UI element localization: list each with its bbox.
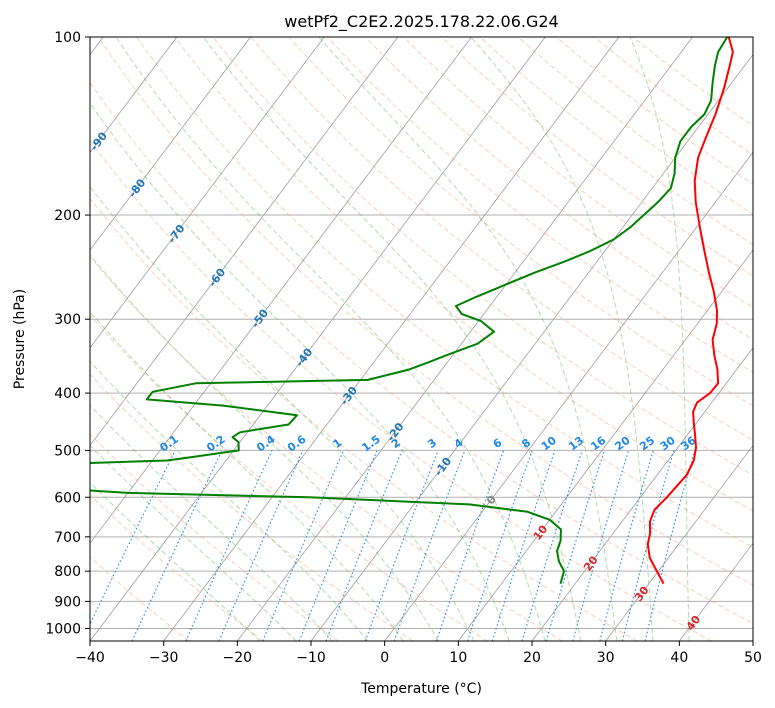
x-tick-label: −20: [223, 650, 253, 666]
mixing-ratio-line: [185, 450, 273, 641]
isotherm-label: -100: [50, 75, 77, 105]
moist-adiabat-line: [202, 37, 582, 641]
mixing-ratio-line: [491, 450, 556, 641]
dry-adiabat-line: [136, 37, 753, 549]
moist-adiabat-line: [90, 360, 369, 641]
mixing-ratio-line: [218, 450, 304, 641]
isotherm-line: [163, 37, 620, 641]
y-tick-label: 300: [54, 312, 81, 328]
x-tick-label: 50: [744, 650, 762, 666]
mixing-ratio-line: [466, 450, 533, 641]
x-tick-label: 30: [597, 650, 615, 666]
dry-adiabat-line: [90, 139, 712, 641]
moist-adiabat-line: [90, 481, 261, 641]
isotherm-line: [90, 37, 546, 641]
background-lines: [90, 37, 753, 641]
dry-adiabat-line: [250, 37, 753, 441]
x-tick-label: 0: [380, 650, 389, 666]
temperature-profile-line: [646, 37, 734, 585]
isotherm-line: [237, 37, 693, 641]
dry-adiabat-line: [97, 37, 753, 586]
isotherm-line: [384, 151, 753, 641]
dry-adiabat-line: [90, 314, 488, 641]
isotherm-line: [531, 347, 753, 641]
mixing-ratio-line: [644, 450, 696, 641]
mixing-ratio-line: [393, 450, 466, 641]
dry-adiabat-line: [90, 556, 190, 641]
mixing-ratio-line: [325, 450, 403, 641]
dry-adiabat-line: [90, 197, 638, 641]
isotherm-line: [90, 37, 472, 544]
y-tick-label: 600: [54, 490, 81, 506]
moist-adiabat-line: [629, 37, 690, 641]
dry-adiabat-line: [212, 37, 753, 476]
profile-lines: [90, 37, 734, 585]
x-tick-label: 20: [523, 650, 541, 666]
mixing-ratio-line: [545, 450, 605, 641]
dry-adiabat-line: [90, 433, 339, 641]
mixing-ratio-line: [435, 450, 505, 641]
moist-adiabat-line: [470, 37, 654, 641]
mixing-ratio-line: [599, 450, 654, 641]
mixing-ratio-line: [521, 450, 583, 641]
isotherm-line: [752, 640, 753, 641]
y-axis-label: Pressure (hPa): [12, 289, 28, 389]
x-tick-label: 10: [449, 650, 467, 666]
x-tick-label: −30: [149, 650, 179, 666]
moist-adiabat-line: [90, 311, 404, 641]
moist-adiabat-line: [115, 37, 546, 641]
dry-adiabat-line: [326, 37, 753, 374]
x-axis-label: Temperature (°C): [360, 681, 482, 697]
moist-adiabat-line: [90, 185, 475, 641]
dry-adiabat-line: [90, 255, 563, 641]
isotherm-line: [605, 444, 753, 641]
isotherm-line: [90, 37, 399, 447]
isotherm-line: [90, 37, 325, 349]
dry-adiabat-line: [90, 373, 414, 641]
y-tick-label: 400: [54, 386, 81, 402]
y-tick-label: 500: [54, 443, 81, 459]
y-tick-label: 1000: [45, 621, 81, 637]
y-tick-label: 900: [54, 594, 81, 610]
mixing-ratio-line: [262, 450, 345, 641]
y-tick-label: 100: [54, 30, 81, 46]
moist-adiabat-line: [90, 444, 297, 641]
x-tick-label: −10: [296, 650, 326, 666]
moist-adiabat-line: [90, 404, 333, 641]
mixing-ratio-line: [572, 450, 630, 641]
dry-adiabat-line: [365, 37, 753, 341]
isotherm-line: [458, 249, 753, 641]
isotherm-line: [90, 37, 178, 153]
dry-adiabat-line: [174, 37, 753, 512]
dry-adiabat-line: [90, 494, 264, 641]
dewpoint-profile-line: [90, 37, 729, 584]
plot-background: [90, 37, 753, 641]
moist-adiabat-line: [318, 37, 618, 641]
y-tick-label: 700: [54, 530, 81, 546]
mixing-ratio-line: [298, 450, 378, 641]
moist-adiabat-line: [90, 253, 439, 641]
chart-title: wetPf2_C2E2.2025.178.22.06.G24: [284, 12, 558, 32]
dry-adiabat-line: [90, 81, 753, 625]
mixing-ratio-line: [621, 450, 675, 641]
x-tick-label: 40: [670, 650, 688, 666]
x-tick-label: −40: [75, 650, 105, 666]
plot-frame: [89, 36, 754, 642]
axes: −40 −30 −20 −10 0 10 20 30 40 50 100 200 300 400 500 60…: [45, 30, 762, 666]
y-tick-label: 800: [54, 564, 81, 580]
y-tick-label: 200: [54, 208, 81, 224]
mixing-ratio-line: [364, 450, 439, 641]
isotherm-line: [90, 37, 251, 251]
